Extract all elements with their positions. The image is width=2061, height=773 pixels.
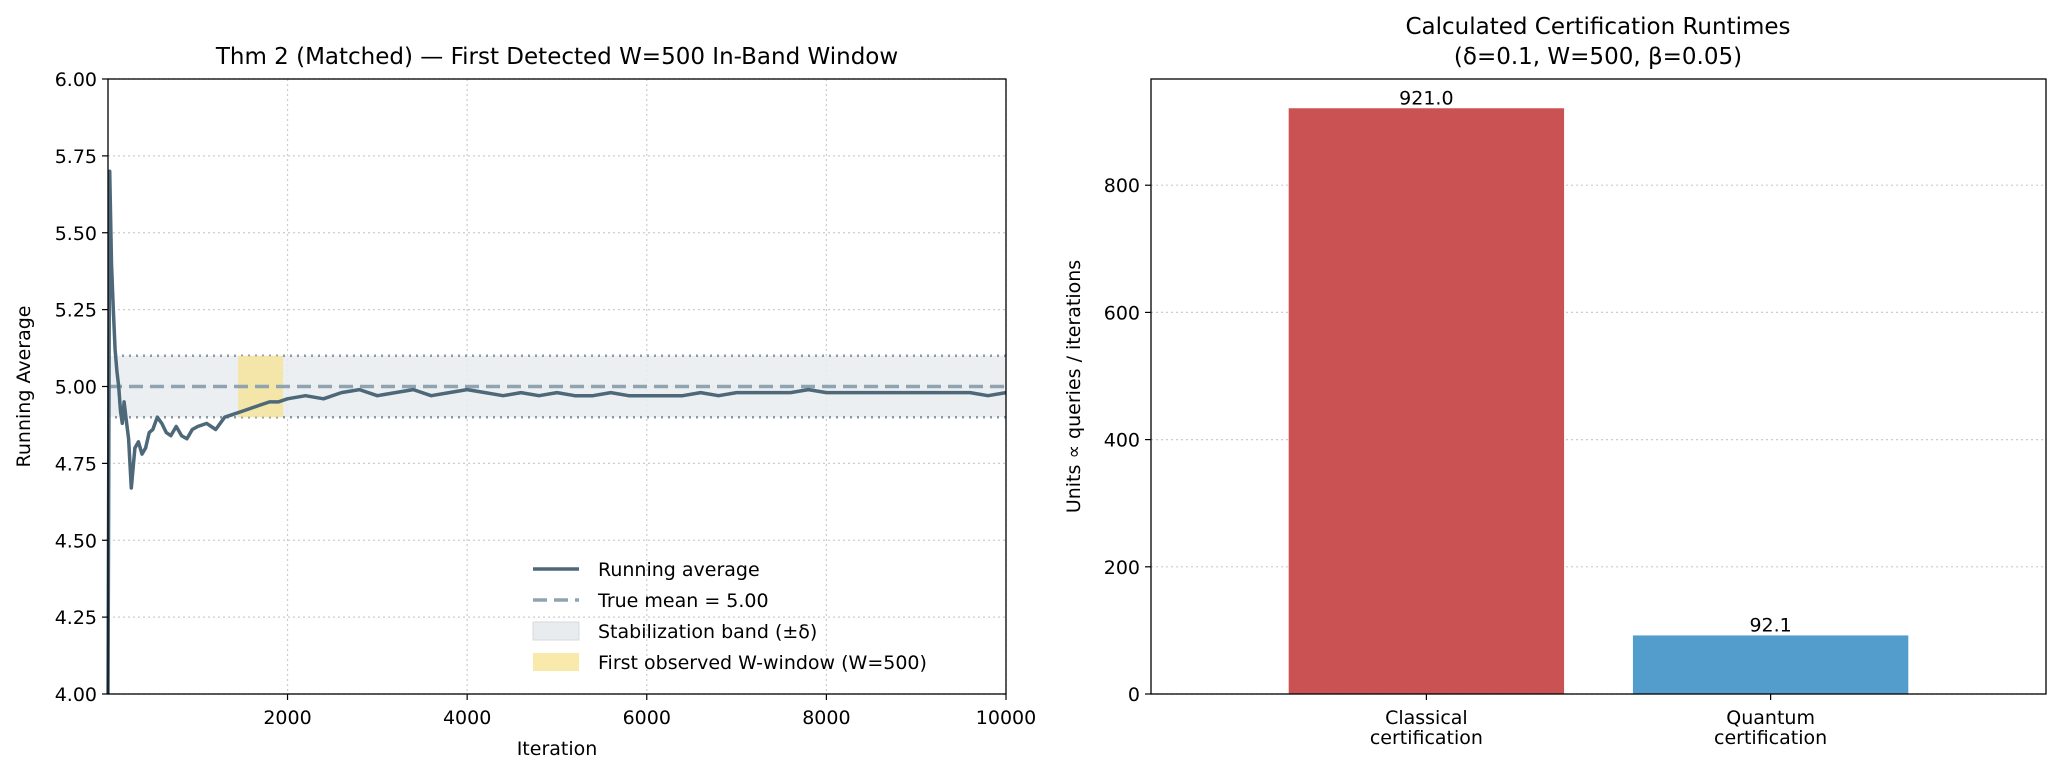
legend-swatch-window — [533, 653, 579, 671]
y-tick-label: 4.75 — [55, 453, 97, 475]
right-y-axis-label: Units ∝ queries / iterations — [1063, 260, 1085, 513]
right-gridlines — [1151, 184, 2046, 695]
running-average-line — [106, 169, 1007, 695]
bars: 921.0 92.1 — [1288, 87, 1909, 694]
left-tick-labels: 2000 4000 6000 8000 10000 4.00 4.25 4.50 4.75 5.0… — [55, 69, 1037, 729]
bar-value-label: 92.1 — [1749, 614, 1791, 636]
y-tick-label: 200 — [1104, 557, 1140, 579]
x-tick-label: 10000 — [976, 707, 1036, 729]
left-plot-area — [106, 169, 1007, 695]
bar — [1632, 635, 1909, 694]
left-y-axis-label: Running Average — [13, 306, 35, 468]
right-axes-frame — [1150, 78, 2047, 695]
bar — [1288, 108, 1565, 694]
x-tick-label: 4000 — [443, 707, 491, 729]
y-tick-label: 4.25 — [55, 607, 97, 629]
bar-value-label: 921.0 — [1399, 87, 1453, 109]
legend-label: First observed W-window (W=500) — [598, 652, 927, 674]
legend-label: Stabilization band (±δ) — [598, 621, 817, 643]
x-tick-label: 8000 — [802, 707, 850, 729]
x-tick-label: Quantum — [1726, 707, 1815, 729]
legend-label: Running average — [598, 559, 760, 581]
y-tick-label: 5.50 — [55, 223, 97, 245]
y-tick-label: 0 — [1128, 684, 1140, 706]
y-tick-label: 4.00 — [55, 684, 97, 706]
running-average-chart: Thm 2 (Matched) — First Detected W=500 I… — [13, 44, 1036, 760]
right-chart-subtitle: (δ=0.1, W=500, β=0.05) — [1454, 44, 1742, 70]
y-tick-label: 5.75 — [55, 146, 97, 168]
x-tick-label: certification — [1714, 727, 1827, 749]
x-tick-label: 2000 — [263, 707, 311, 729]
left-x-axis-label: Iteration — [517, 738, 598, 760]
y-tick-label: 4.50 — [55, 530, 97, 552]
y-tick-label: 5.00 — [55, 377, 97, 399]
legend-label: True mean = 5.00 — [597, 590, 769, 612]
legend: Running average True mean = 5.00 Stabiliza… — [532, 559, 927, 674]
left-chart-title: Thm 2 (Matched) — First Detected W=500 I… — [215, 44, 898, 70]
x-tick-label: Classical — [1385, 707, 1468, 729]
y-tick-label: 6.00 — [55, 69, 97, 91]
runtime-bar-chart: Calculated Certification Runtimes (δ=0.1… — [1063, 14, 2047, 749]
y-tick-label: 600 — [1104, 302, 1140, 324]
y-tick-label: 400 — [1104, 430, 1140, 452]
x-tick-label: certification — [1370, 727, 1483, 749]
y-tick-label: 800 — [1104, 175, 1140, 197]
x-tick-label: 6000 — [623, 707, 671, 729]
y-tick-label: 5.25 — [55, 300, 97, 322]
legend-swatch-band — [532, 621, 580, 641]
right-tick-labels: 0200400600800ClassicalcertificationQuant… — [1104, 175, 1827, 749]
right-chart-title: Calculated Certification Runtimes — [1405, 14, 1790, 40]
